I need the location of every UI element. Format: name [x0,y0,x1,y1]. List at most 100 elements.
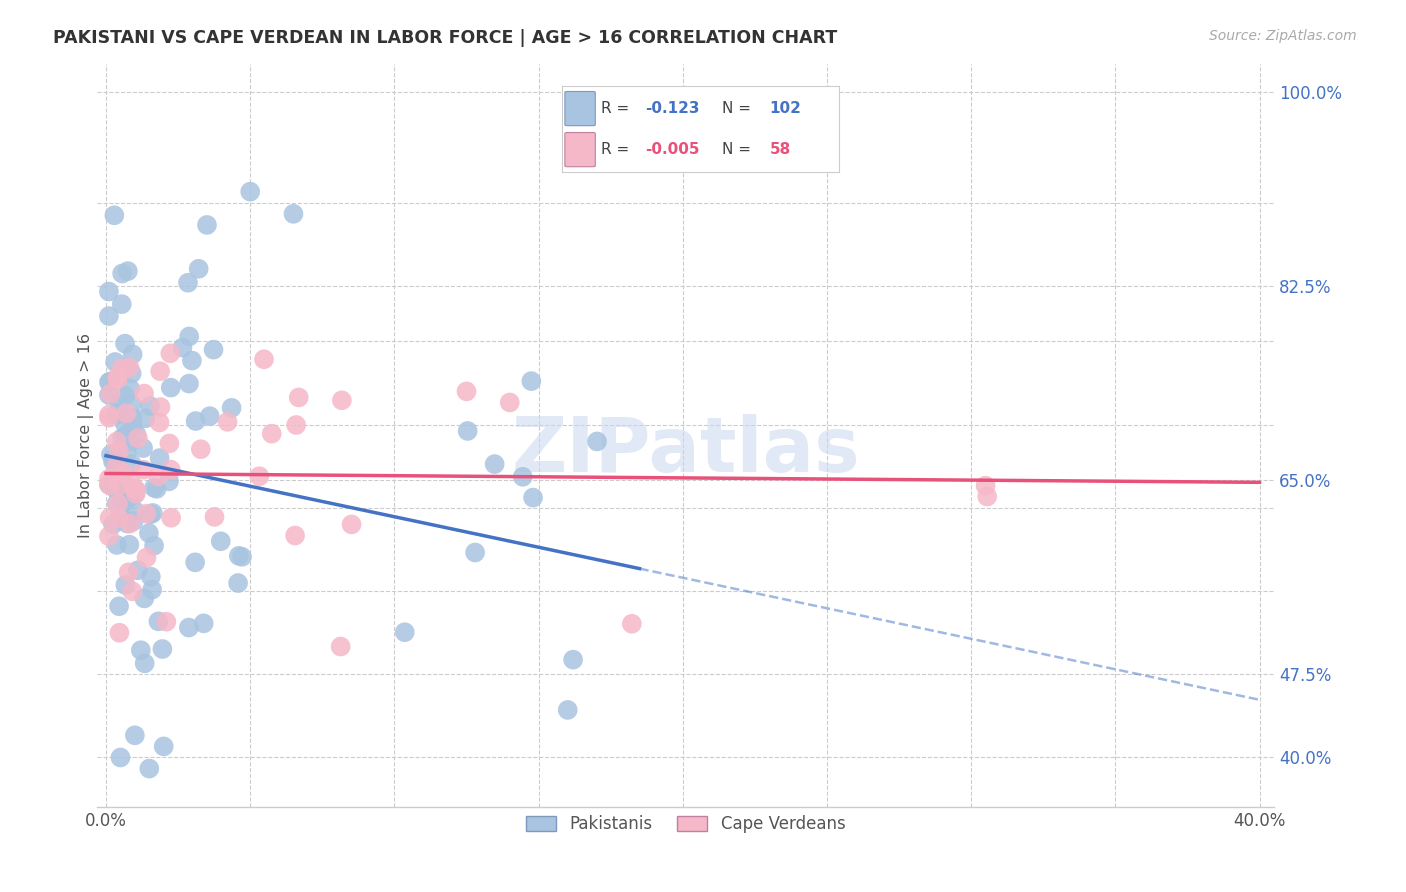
Point [108,444,131,458]
Point [98,408,121,422]
Point [134,591,156,606]
Point [177,376,200,391]
Point [209,534,232,549]
Point [141,582,163,597]
Point [103,208,125,222]
Point [103,452,125,467]
Point [149,451,172,466]
Point [177,621,200,635]
Point [253,352,276,367]
Point [239,185,262,199]
Point [105,459,128,474]
Point [114,578,136,592]
Point [562,653,585,667]
Point [117,516,139,531]
Point [149,400,172,414]
Point [117,566,139,580]
Point [98,478,121,492]
Point [520,374,543,388]
Point [132,441,155,455]
Point [97,388,120,402]
Text: ZIPatlas: ZIPatlas [512,414,860,488]
Point [499,395,522,409]
Point [976,490,998,504]
Point [124,487,146,501]
Point [120,434,142,449]
Text: Source: ZipAtlas.com: Source: ZipAtlas.com [1209,29,1357,43]
Point [111,431,134,445]
Point [105,538,128,552]
Point [284,528,307,542]
Point [143,539,166,553]
Point [107,496,129,510]
Point [107,511,129,525]
Point [132,463,155,477]
Point [287,391,309,405]
Point [190,442,212,457]
Point [121,367,143,381]
Point [97,529,120,543]
Point [330,393,353,408]
Point [107,372,129,386]
Point [145,482,167,496]
Point [522,491,544,505]
Point [148,615,170,629]
Point [98,375,121,389]
Point [226,576,249,591]
Point [100,386,122,401]
Point [184,414,207,428]
Point [231,549,253,564]
Point [132,386,155,401]
Point [105,483,128,497]
Point [187,261,209,276]
Point [180,353,202,368]
Point [125,487,148,501]
Legend: Pakistanis, Cape Verdeans: Pakistanis, Cape Verdeans [519,809,852,840]
Point [143,481,166,495]
Point [160,510,183,524]
Point [464,545,486,559]
Point [394,625,416,640]
Point [101,517,124,532]
Point [620,616,643,631]
Point [193,616,215,631]
Point [121,584,143,599]
Point [127,563,149,577]
Point [97,309,120,323]
Point [98,510,121,524]
Point [121,419,143,434]
Point [105,434,128,449]
Point [157,475,180,489]
Point [115,429,138,443]
Point [115,493,138,508]
Point [110,508,132,522]
Point [105,408,128,422]
Point [105,497,128,511]
Point [139,569,162,583]
Point [127,431,149,445]
Point [121,397,143,411]
Point [114,388,136,402]
Point [117,490,139,504]
Point [112,466,135,480]
Point [118,381,141,395]
Point [135,507,157,521]
Point [202,343,225,357]
Point [107,370,129,384]
Point [135,550,157,565]
Point [204,509,226,524]
Y-axis label: In Labor Force | Age > 16: In Labor Force | Age > 16 [79,334,94,538]
Point [111,297,134,311]
Point [148,416,170,430]
Point [177,276,200,290]
Point [114,336,136,351]
Point [108,396,131,410]
Point [124,504,146,518]
Point [111,267,134,281]
Point [974,478,997,492]
Point [115,406,138,420]
Point [97,477,120,491]
Point [121,457,143,471]
Point [97,375,120,389]
Point [260,426,283,441]
